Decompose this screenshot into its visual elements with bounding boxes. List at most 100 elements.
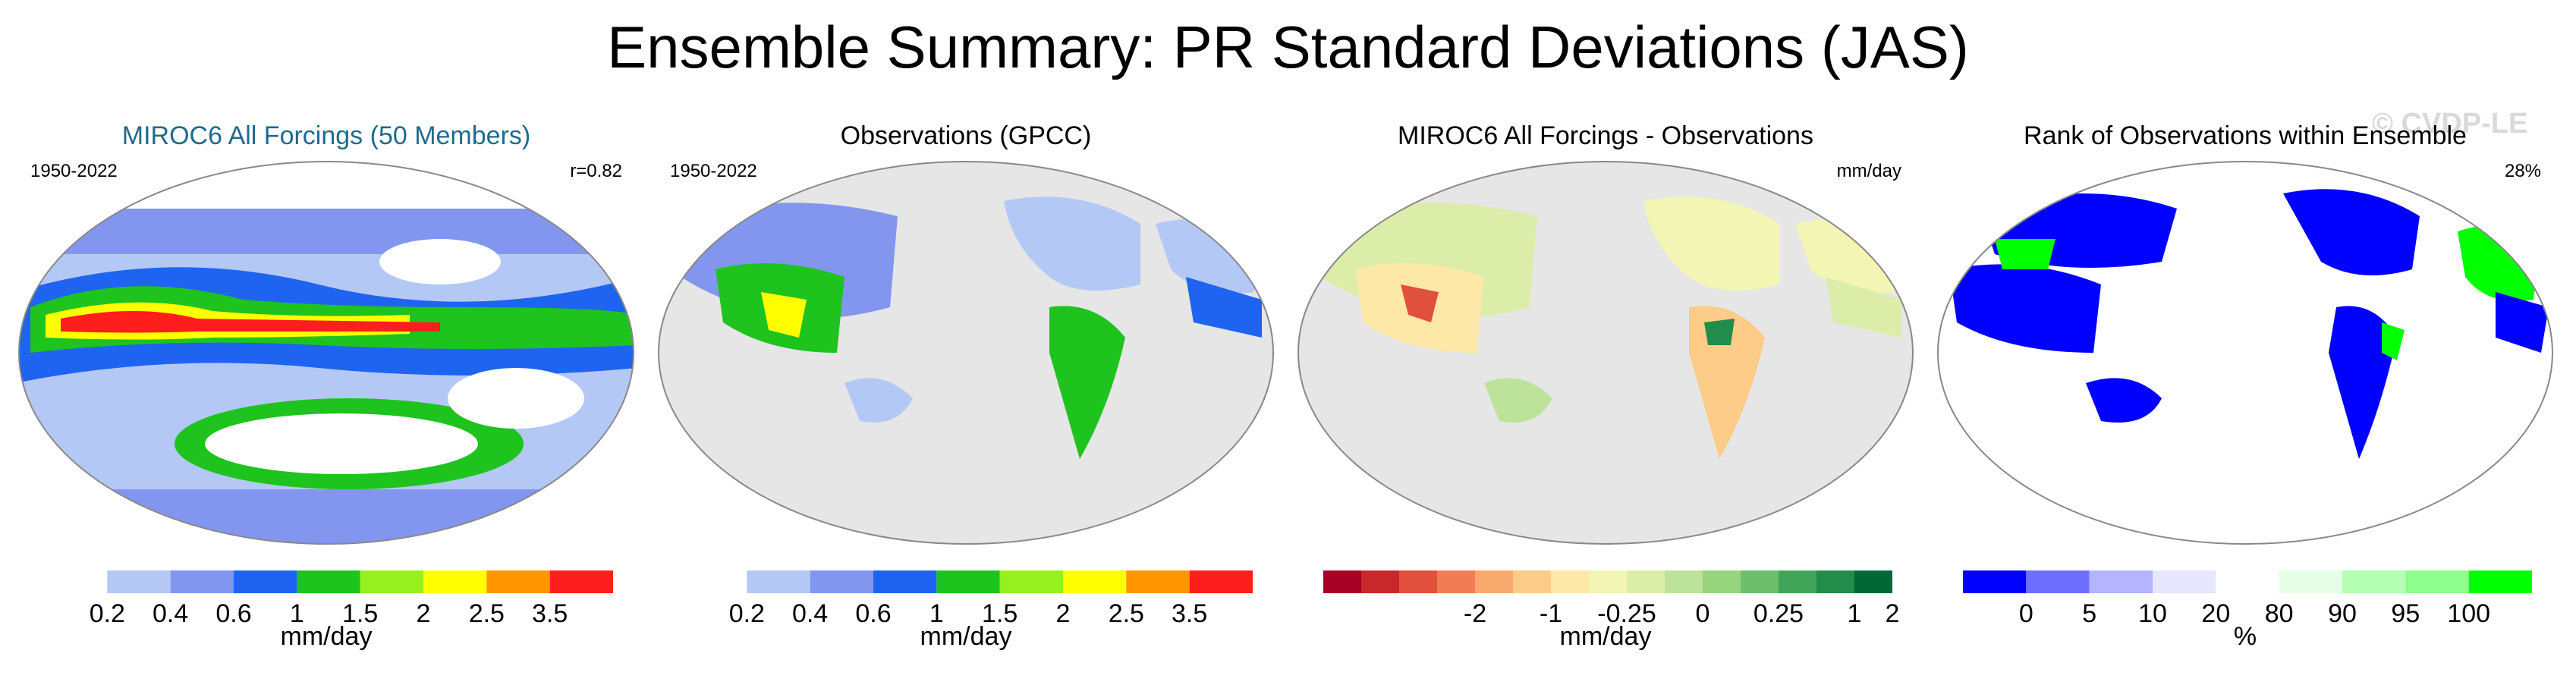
period-label: 1950-2022: [30, 161, 118, 181]
map-model: [18, 161, 634, 545]
units-label: mm/day: [1836, 161, 1901, 181]
colorbar-swatch: [747, 570, 810, 593]
panel-rank: Rank of Observations within Ensemble 28%: [1934, 114, 2556, 569]
colorbar-tick-label: -1: [1539, 599, 1563, 628]
colorbar-swatch: [1665, 570, 1703, 593]
colorbar-swatch: [2342, 570, 2406, 593]
colorbar-swatches: [1963, 570, 2532, 593]
colorbar-swatch: [1627, 570, 1665, 593]
panel-model: MIROC6 All Forcings (50 Members) 1950-20…: [15, 114, 637, 569]
watermark: © CVDP-LE: [2372, 108, 2528, 140]
colorbar-swatch: [1779, 570, 1816, 593]
colorbar-swatch: [297, 570, 360, 593]
colorbar-swatch: [1513, 570, 1551, 593]
colorbar-tick-label: 0: [1695, 599, 1710, 628]
colorbar-swatch: [1703, 570, 1741, 593]
colorbar-swatch: [486, 570, 550, 593]
colorbar-swatch: [1437, 570, 1475, 593]
colorbar-swatch: [1063, 570, 1127, 593]
colorbar-tick-label: -0.25: [1597, 599, 1656, 628]
colorbar-tick-label: 2: [1885, 599, 1900, 628]
colorbar-tick-label: 0: [2018, 599, 2033, 628]
colorbar-tick-label: 3.5: [532, 599, 568, 628]
colorbar-tick-label: 0.2: [89, 599, 125, 628]
colorbar-swatch: [423, 570, 487, 593]
colorbar-2-label: mm/day: [920, 622, 1012, 651]
colorbar-swatch: [360, 570, 423, 593]
colorbar-swatch: [1589, 570, 1627, 593]
colorbar-swatch: [170, 570, 234, 593]
colorbar-4: [1963, 570, 2532, 597]
colorbar-swatches: [1323, 570, 1892, 593]
panel-difference: MIROC6 All Forcings - Observations mm/da…: [1294, 114, 1917, 569]
colorbar-tick-label: 0.6: [215, 599, 252, 628]
colorbar-swatches: [684, 570, 1253, 593]
colorbar-swatch: [1475, 570, 1513, 593]
correlation-label: r=0.82: [570, 161, 622, 181]
colorbar-2: [684, 570, 1253, 597]
panel-title: Rank of Observations within Ensemble: [2024, 121, 2467, 150]
colorbar-swatch: [810, 570, 873, 593]
colorbar-swatch: [2089, 570, 2153, 593]
colorbar-3-label: mm/day: [1559, 622, 1652, 651]
map-observations: [658, 161, 1274, 545]
colorbar-swatch: [234, 570, 297, 593]
colorbar-tick-label: 95: [2391, 599, 2420, 628]
rank-summary-label: 28%: [2504, 161, 2541, 181]
colorbar-tick-label: 1: [289, 599, 304, 628]
colorbar-tick-label: 1.5: [982, 599, 1018, 628]
colorbar-1: [44, 570, 613, 597]
colorbar-tick-label: -2: [1463, 599, 1487, 628]
colorbar-swatch: [1126, 570, 1190, 593]
colorbar-swatch: [2216, 570, 2279, 593]
colorbar-swatch: [1741, 570, 1779, 593]
colorbar-swatch: [107, 570, 171, 593]
colorbar-tick-label: 2: [1055, 599, 1071, 628]
colorbar-tick-label: 0.4: [792, 599, 829, 628]
colorbar-swatch: [44, 570, 108, 593]
panel-observations: Observations (GPCC) 1950-2022: [655, 114, 1277, 569]
colorbar-swatch: [2153, 570, 2216, 593]
colorbar-swatch: [1854, 570, 1892, 593]
colorbar-tick-label: 2: [416, 599, 431, 628]
colorbar-1-label: mm/day: [280, 622, 373, 651]
colorbar-4-label: %: [2233, 622, 2257, 651]
colorbar-swatch: [1551, 570, 1589, 593]
colorbar-tick-label: 1: [1847, 599, 1862, 628]
colorbar-tick-label: 80: [2264, 599, 2294, 628]
colorbar-tick-label: 20: [2201, 599, 2231, 628]
panel-title: MIROC6 All Forcings - Observations: [1398, 121, 1813, 150]
map-difference: [1297, 161, 1914, 545]
colorbar-swatch: [2405, 570, 2469, 593]
colorbar-swatches: [44, 570, 613, 593]
colorbar-tick-label: 0.4: [153, 599, 189, 628]
colorbar-tick-label: 10: [2138, 599, 2167, 628]
colorbar-tick-label: 100: [2447, 599, 2491, 628]
colorbar-tick-label: 1: [929, 599, 944, 628]
colorbar-swatch: [2279, 570, 2342, 593]
colorbar-tick-label: 0.25: [1753, 599, 1804, 628]
panel-title: Observations (GPCC): [840, 121, 1092, 150]
colorbar-swatch: [1816, 570, 1854, 593]
period-label: 1950-2022: [670, 161, 757, 181]
colorbar-swatch: [549, 570, 613, 593]
colorbar-swatch: [1399, 570, 1437, 593]
colorbar-swatch: [936, 570, 1000, 593]
colorbar-swatch: [1189, 570, 1253, 593]
colorbar-tick-label: 0.6: [855, 599, 892, 628]
colorbar-swatch: [873, 570, 937, 593]
figure-title: Ensemble Summary: PR Standard Deviations…: [607, 14, 1969, 80]
colorbar-swatch: [2026, 570, 2090, 593]
map-rank: [1937, 161, 2553, 545]
colorbar-tick-label: 90: [2328, 599, 2357, 628]
colorbar-tick-label: 1.5: [342, 599, 379, 628]
colorbar-3: [1323, 570, 1892, 597]
colorbar-swatch: [1361, 570, 1399, 593]
colorbar-tick-label: 0.2: [728, 599, 765, 628]
colorbar-swatch: [1323, 570, 1361, 593]
colorbar-swatch: [999, 570, 1063, 593]
colorbar-swatch: [2468, 570, 2532, 593]
panel-title: MIROC6 All Forcings (50 Members): [121, 121, 531, 150]
colorbar-swatch: [1963, 570, 2027, 593]
colorbar-tick-label: 5: [2082, 599, 2097, 628]
